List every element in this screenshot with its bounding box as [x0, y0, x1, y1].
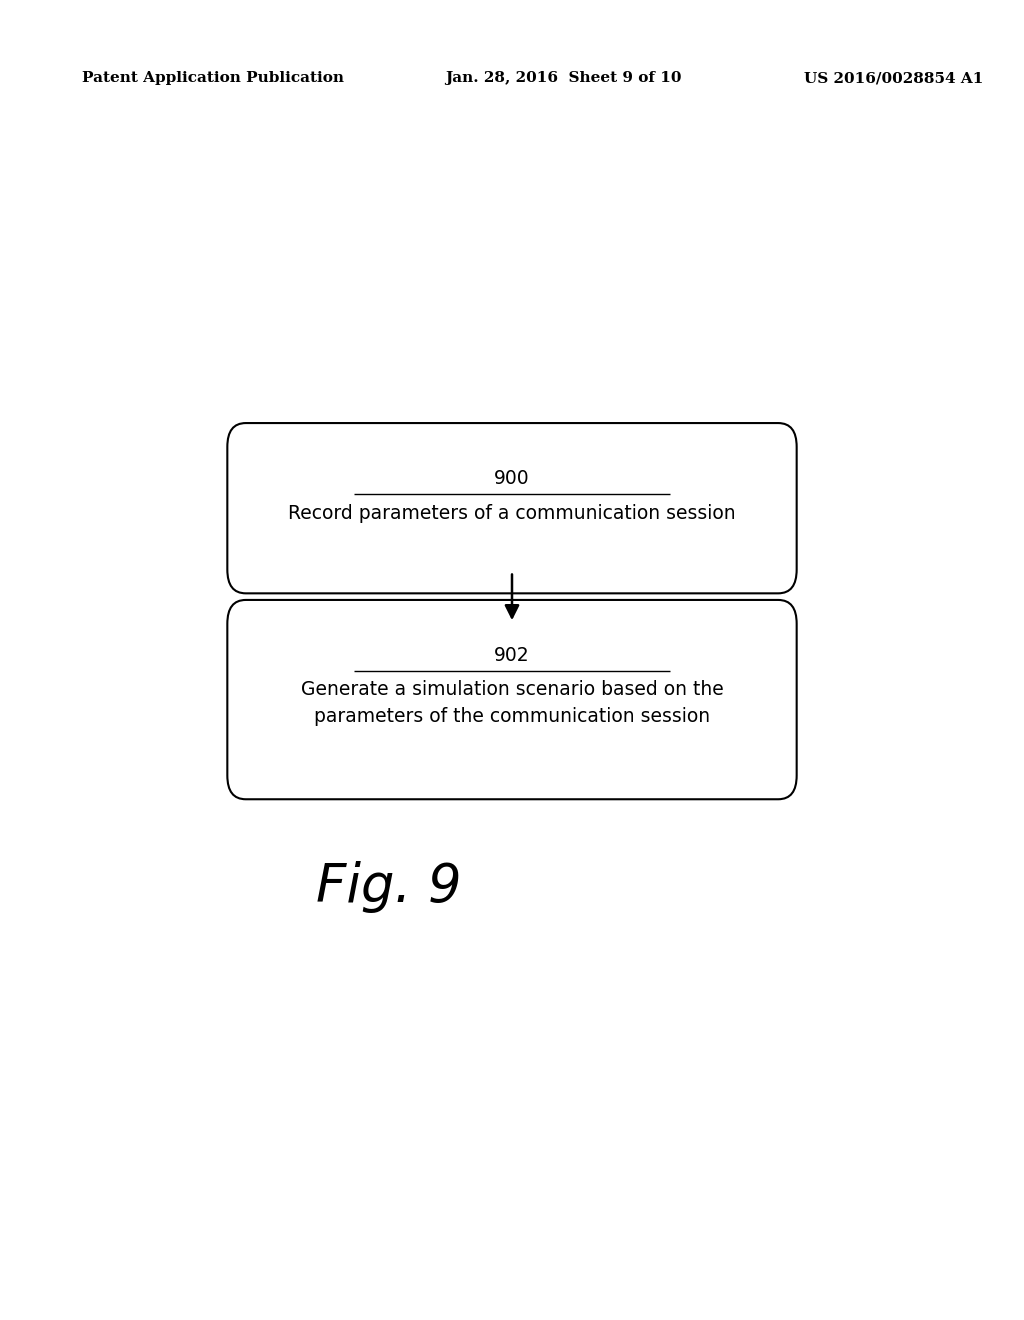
- Text: 900: 900: [495, 470, 529, 488]
- Text: 902: 902: [495, 647, 529, 665]
- FancyBboxPatch shape: [227, 422, 797, 594]
- Text: Generate a simulation scenario based on the
parameters of the communication sess: Generate a simulation scenario based on …: [301, 681, 723, 726]
- Text: Record parameters of a communication session: Record parameters of a communication ses…: [288, 504, 736, 523]
- FancyBboxPatch shape: [227, 599, 797, 800]
- Text: Fig. 9: Fig. 9: [316, 861, 462, 913]
- Text: US 2016/0028854 A1: US 2016/0028854 A1: [804, 71, 983, 86]
- Text: Patent Application Publication: Patent Application Publication: [82, 71, 344, 86]
- Text: Jan. 28, 2016  Sheet 9 of 10: Jan. 28, 2016 Sheet 9 of 10: [445, 71, 682, 86]
